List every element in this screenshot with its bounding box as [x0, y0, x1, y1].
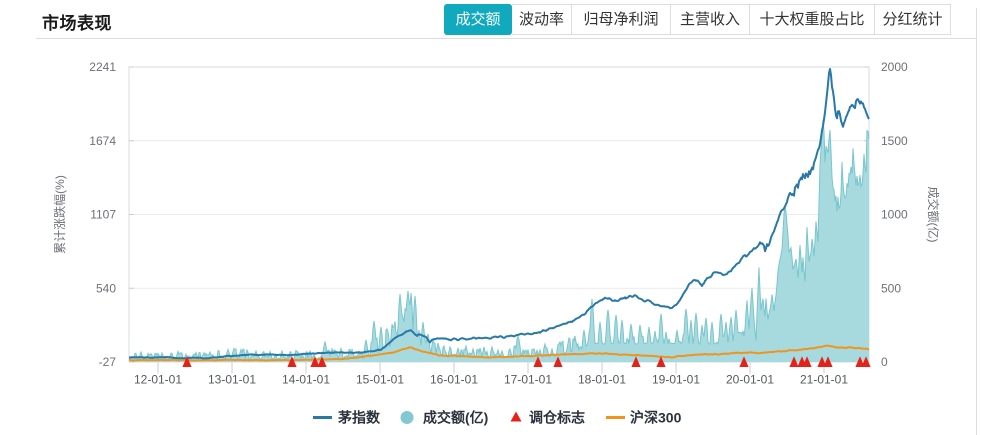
svg-text:16-01-01: 16-01-01	[430, 373, 478, 387]
svg-text:2000: 2000	[881, 60, 908, 74]
svg-text:21-01-01: 21-01-01	[800, 373, 848, 387]
svg-text:15-01-01: 15-01-01	[356, 373, 404, 387]
svg-text:20-01-01: 20-01-01	[726, 373, 774, 387]
svg-text:1000: 1000	[881, 208, 908, 222]
svg-text:沪深300: 沪深300	[630, 410, 682, 426]
svg-text:成交额(亿): 成交额(亿)	[926, 187, 941, 243]
svg-text:调仓标志: 调仓标志	[529, 410, 585, 426]
svg-text:0: 0	[881, 355, 888, 369]
svg-text:成交额(亿): 成交额(亿)	[423, 410, 488, 426]
svg-text:19-01-01: 19-01-01	[652, 373, 700, 387]
svg-text:12-01-01: 12-01-01	[134, 373, 182, 387]
svg-text:18-01-01: 18-01-01	[578, 373, 626, 387]
svg-text:2241: 2241	[89, 60, 116, 74]
svg-text:1674: 1674	[89, 134, 116, 148]
svg-text:500: 500	[881, 281, 901, 295]
svg-text:540: 540	[96, 281, 116, 295]
svg-text:1500: 1500	[881, 134, 908, 148]
svg-text:14-01-01: 14-01-01	[282, 373, 330, 387]
svg-text:17-01-01: 17-01-01	[504, 373, 552, 387]
svg-text:-27: -27	[99, 355, 117, 369]
svg-text:累计涨跌幅(%): 累计涨跌幅(%)	[52, 175, 67, 254]
svg-text:1107: 1107	[90, 208, 116, 222]
svg-text:茅指数: 茅指数	[338, 410, 381, 426]
svg-text:13-01-01: 13-01-01	[208, 373, 256, 387]
